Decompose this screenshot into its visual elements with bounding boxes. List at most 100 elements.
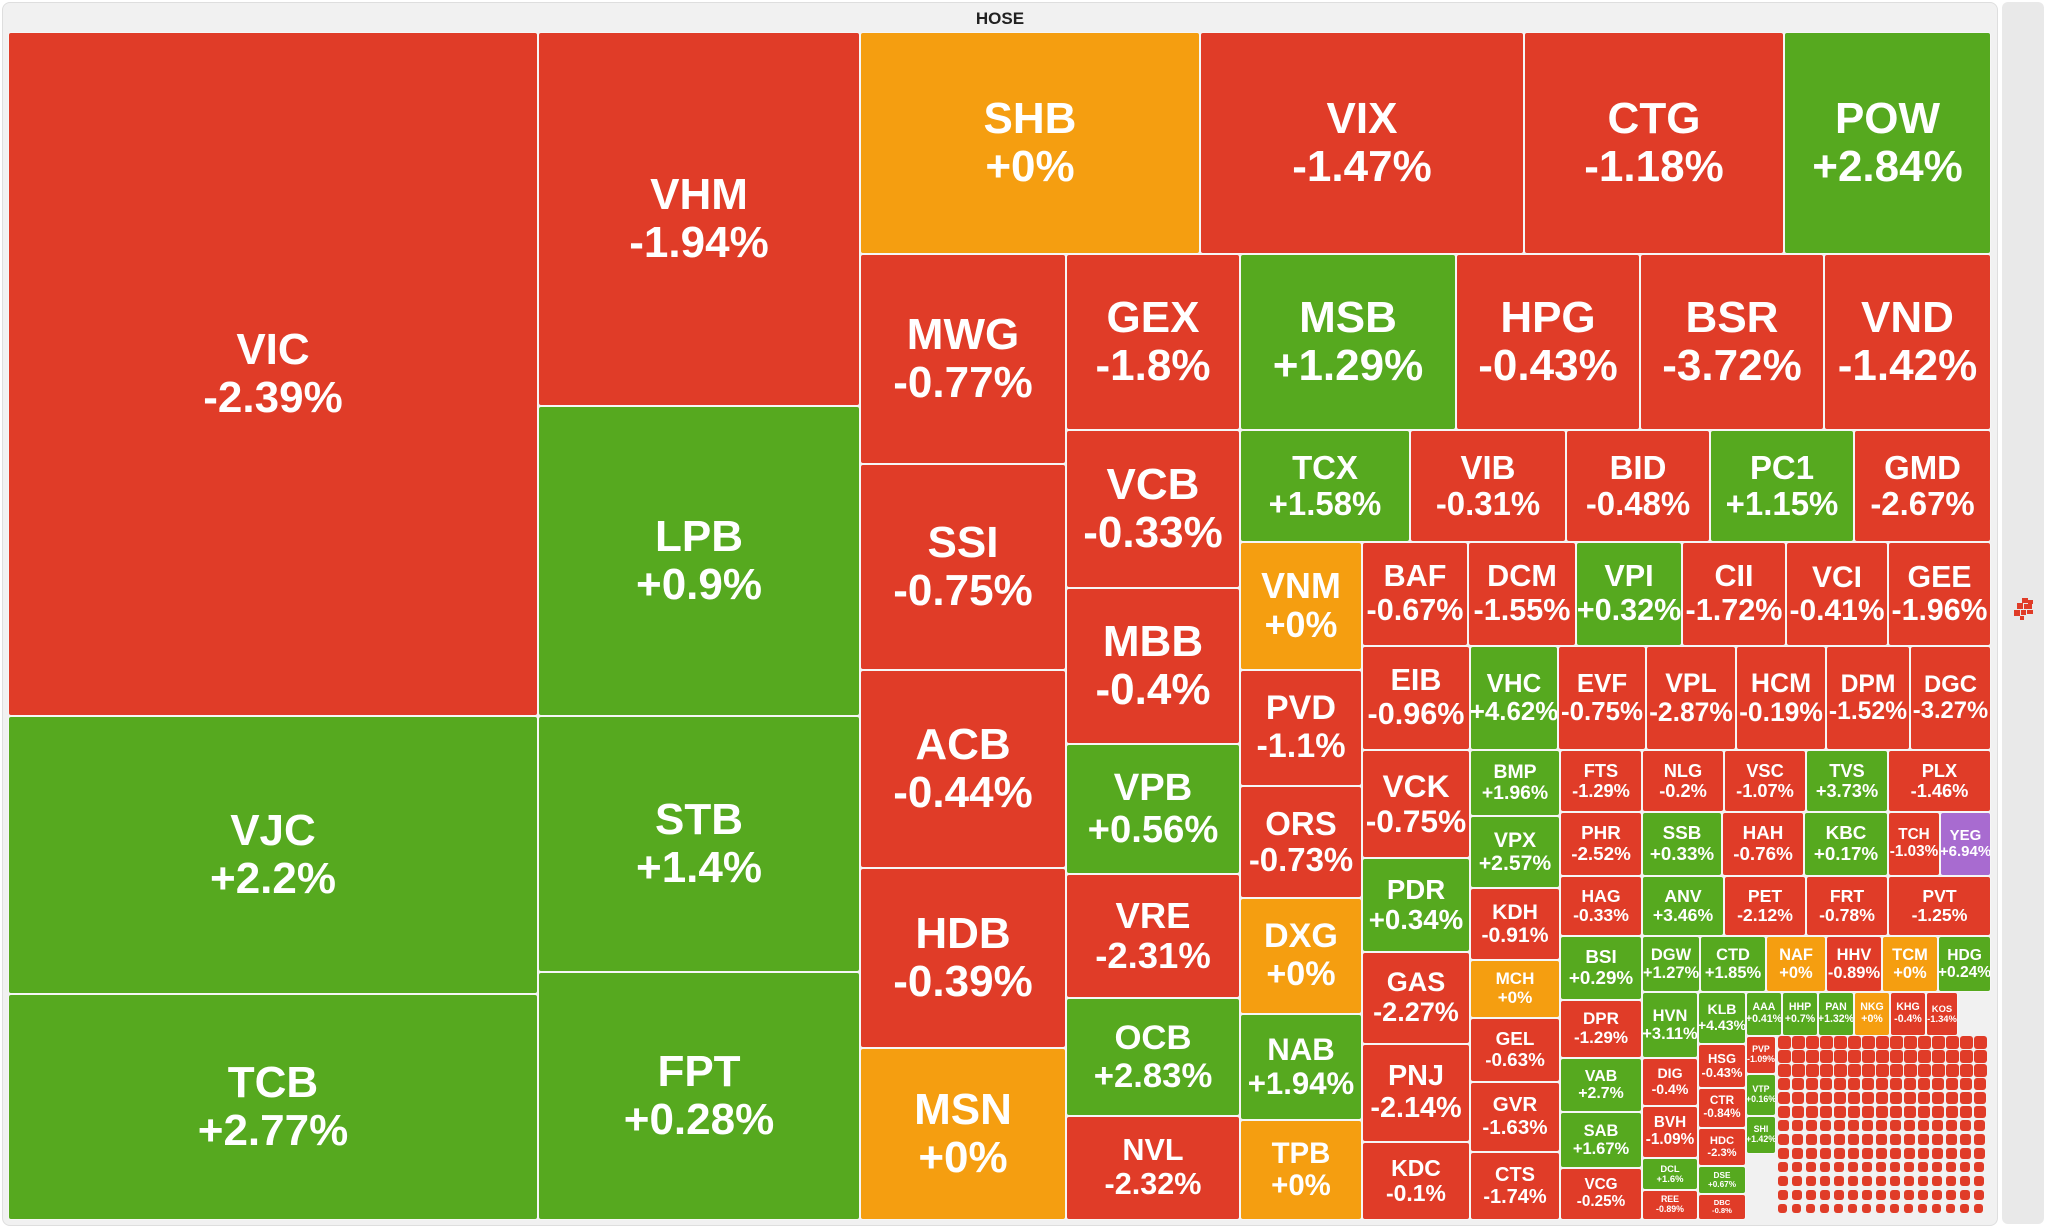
mini-tile[interactable] bbox=[1834, 1148, 1845, 1159]
mini-tile[interactable] bbox=[1890, 1120, 1901, 1131]
mini-tile[interactable] bbox=[1834, 1092, 1846, 1104]
tile-bsr[interactable]: BSR -3.72% bbox=[1640, 254, 1824, 430]
mini-tile[interactable] bbox=[1918, 1162, 1928, 1172]
mini-tile[interactable] bbox=[1960, 1176, 1970, 1186]
tile-tpb[interactable]: TPB +0% bbox=[1240, 1120, 1362, 1220]
tile-dcl[interactable]: DCL +1.6% bbox=[1642, 1158, 1698, 1190]
tile-hcm[interactable]: HCM -0.19% bbox=[1736, 646, 1826, 750]
tile-msn[interactable]: MSN +0% bbox=[860, 1048, 1066, 1220]
tile-vix[interactable]: VIX -1.47% bbox=[1200, 32, 1524, 254]
mini-tile[interactable] bbox=[1946, 1064, 1959, 1077]
tile-pnj[interactable]: PNJ -2.14% bbox=[1362, 1044, 1470, 1142]
mini-tile[interactable] bbox=[1848, 1050, 1861, 1063]
mini-tile[interactable] bbox=[1876, 1120, 1887, 1131]
mini-tile[interactable] bbox=[1946, 1162, 1956, 1172]
tile-evf[interactable]: EVF -0.75% bbox=[1558, 646, 1646, 750]
mini-tile[interactable] bbox=[1904, 1120, 1915, 1131]
mini-tile[interactable] bbox=[1918, 1204, 1927, 1213]
mini-tile[interactable] bbox=[1960, 1050, 1973, 1063]
mini-tile[interactable] bbox=[1834, 1106, 1846, 1118]
tile-dgw[interactable]: DGW +1.27% bbox=[1642, 936, 1700, 992]
mini-tile[interactable] bbox=[1918, 1120, 1929, 1131]
mini-tile[interactable] bbox=[1778, 1162, 1788, 1172]
mini-tile[interactable] bbox=[1792, 1204, 1801, 1213]
tile-pvp[interactable]: PVP -1.09% bbox=[1746, 1036, 1776, 1074]
tile-vcg[interactable]: VCG -0.25% bbox=[1560, 1168, 1642, 1220]
mini-tile[interactable] bbox=[1862, 1162, 1872, 1172]
tile-dse[interactable]: DSE +0.67% bbox=[1698, 1166, 1746, 1194]
mini-tile[interactable] bbox=[1890, 1078, 1902, 1090]
mini-tile[interactable] bbox=[1960, 1064, 1973, 1077]
mini-tile[interactable] bbox=[1974, 1148, 1985, 1159]
tile-pc1[interactable]: PC1 +1.15% bbox=[1710, 430, 1854, 542]
tile-ssi[interactable]: SSI -0.75% bbox=[860, 464, 1066, 670]
tile-gvr[interactable]: GVR -1.63% bbox=[1470, 1082, 1560, 1152]
tile-vpx[interactable]: VPX +2.57% bbox=[1470, 816, 1560, 888]
tile-ocb[interactable]: OCB +2.83% bbox=[1066, 998, 1240, 1116]
tile-dgc[interactable]: DGC -3.27% bbox=[1910, 646, 1991, 750]
mini-tile[interactable] bbox=[1792, 1078, 1804, 1090]
tile-hhv[interactable]: HHV -0.89% bbox=[1826, 936, 1882, 992]
mini-tile[interactable] bbox=[1904, 1036, 1917, 1049]
mini-tile[interactable] bbox=[1890, 1162, 1900, 1172]
tile-vpl[interactable]: VPL -2.87% bbox=[1646, 646, 1736, 750]
mini-tile[interactable] bbox=[1904, 1162, 1914, 1172]
tile-pow[interactable]: POW +2.84% bbox=[1784, 32, 1991, 254]
mini-tile[interactable] bbox=[1890, 1148, 1901, 1159]
tile-gmd[interactable]: GMD -2.67% bbox=[1854, 430, 1991, 542]
mini-tile[interactable] bbox=[1974, 1092, 1986, 1104]
tile-nab[interactable]: NAB +1.94% bbox=[1240, 1014, 1362, 1120]
tile-tvs[interactable]: TVS +3.73% bbox=[1806, 750, 1888, 812]
mini-tile[interactable] bbox=[1932, 1050, 1945, 1063]
mini-tile[interactable] bbox=[1960, 1106, 1972, 1118]
mini-tile[interactable] bbox=[1848, 1078, 1860, 1090]
tile-pan[interactable]: PAN +1.32% bbox=[1818, 992, 1854, 1036]
tile-hdb[interactable]: HDB -0.39% bbox=[860, 868, 1066, 1048]
tile-msb[interactable]: MSB +1.29% bbox=[1240, 254, 1456, 430]
mini-tile[interactable] bbox=[1960, 1092, 1972, 1104]
mini-tile[interactable] bbox=[1792, 1050, 1805, 1063]
tile-pvt[interactable]: PVT -1.25% bbox=[1888, 876, 1991, 936]
mini-tile[interactable] bbox=[1834, 1120, 1845, 1131]
mini-tile[interactable] bbox=[1792, 1134, 1803, 1145]
tile-vck[interactable]: VCK -0.75% bbox=[1362, 750, 1470, 858]
mini-tile[interactable] bbox=[1820, 1106, 1832, 1118]
mini-tile[interactable] bbox=[1876, 1190, 1886, 1200]
mini-tile[interactable] bbox=[1778, 1176, 1788, 1186]
mini-tile[interactable] bbox=[1960, 1204, 1969, 1213]
mini-tile[interactable] bbox=[1876, 1204, 1885, 1213]
mini-tile[interactable] bbox=[1820, 1148, 1831, 1159]
mini-tile[interactable] bbox=[1974, 1106, 1986, 1118]
mini-tile[interactable] bbox=[1792, 1106, 1804, 1118]
mini-tile[interactable] bbox=[1946, 1134, 1957, 1145]
mini-tile[interactable] bbox=[1820, 1162, 1830, 1172]
tile-aaa[interactable]: AAA +0.41% bbox=[1746, 992, 1782, 1036]
mini-tile[interactable] bbox=[1792, 1176, 1802, 1186]
tile-ree[interactable]: REE -0.89% bbox=[1642, 1190, 1698, 1220]
mini-tile[interactable] bbox=[1890, 1190, 1900, 1200]
tile-vpb[interactable]: VPB +0.56% bbox=[1066, 744, 1240, 874]
mini-tile[interactable] bbox=[1778, 1134, 1789, 1145]
mini-tile[interactable] bbox=[1834, 1162, 1844, 1172]
mini-tile[interactable] bbox=[1932, 1204, 1941, 1213]
mini-tile[interactable] bbox=[1806, 1064, 1819, 1077]
mini-tile[interactable] bbox=[1876, 1148, 1887, 1159]
mini-tile[interactable] bbox=[1904, 1064, 1917, 1077]
mini-tile[interactable] bbox=[1778, 1190, 1788, 1200]
mini-tile[interactable] bbox=[1862, 1078, 1874, 1090]
mini-tile[interactable] bbox=[1946, 1148, 1957, 1159]
heatmap-mini-icon[interactable] bbox=[2014, 598, 2034, 620]
tile-bsi[interactable]: BSI +0.29% bbox=[1560, 936, 1642, 1000]
tile-vjc[interactable]: VJC +2.2% bbox=[8, 716, 538, 994]
mini-tile[interactable] bbox=[1960, 1162, 1970, 1172]
tile-plx[interactable]: PLX -1.46% bbox=[1888, 750, 1991, 812]
tile-kbc[interactable]: KBC +0.17% bbox=[1804, 812, 1888, 876]
mini-tile[interactable] bbox=[1918, 1106, 1930, 1118]
tile-ctr[interactable]: CTR -0.84% bbox=[1698, 1088, 1746, 1128]
mini-tile[interactable] bbox=[1778, 1148, 1789, 1159]
mini-tile[interactable] bbox=[1904, 1106, 1916, 1118]
mini-tile[interactable] bbox=[1876, 1162, 1886, 1172]
mini-tile[interactable] bbox=[1974, 1050, 1987, 1063]
mini-tile[interactable] bbox=[1848, 1064, 1861, 1077]
tile-tcx[interactable]: TCX +1.58% bbox=[1240, 430, 1410, 542]
